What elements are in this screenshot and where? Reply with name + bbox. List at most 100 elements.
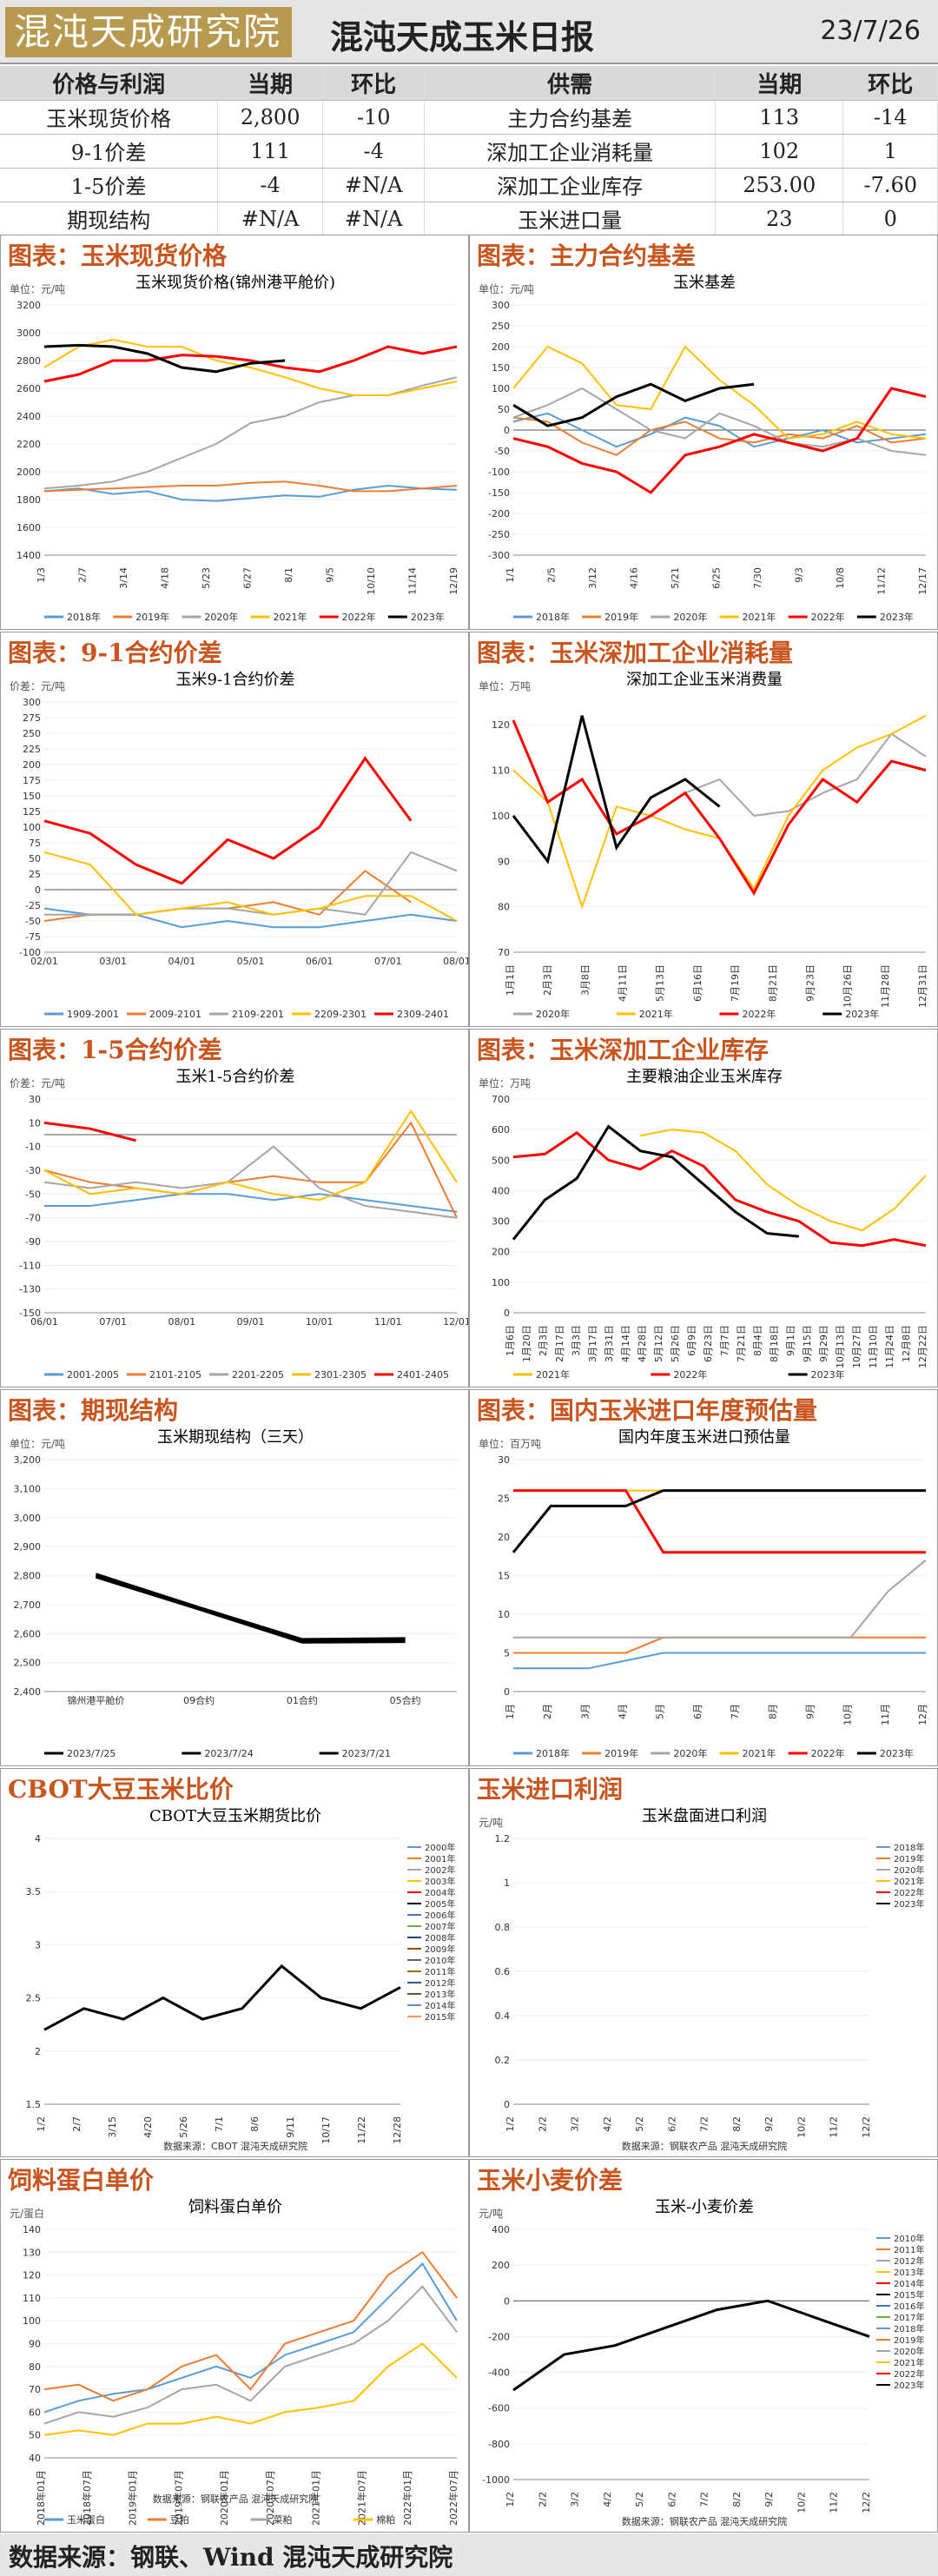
x-tick-label: 4月11日 [618, 964, 629, 1002]
legend-label: 2023年 [411, 611, 445, 623]
y-tick-label: 100 [492, 383, 510, 394]
x-tick-label: 7/30 [752, 567, 763, 589]
table-cell: 玉米进口量 [424, 202, 717, 236]
x-tick-label: 08/01 [168, 1316, 195, 1328]
y-tick-label: 0.8 [495, 1922, 511, 1933]
x-tick-label: 7月21日 [736, 1325, 747, 1362]
y-tick-label: 20 [498, 1532, 510, 1543]
legend-label: 2011年 [894, 2244, 924, 2255]
legend-label: 2003年 [425, 1876, 455, 1887]
chart-section-title: 图表：期现结构 [8, 1396, 179, 1425]
legend-label: 2011年 [425, 1966, 455, 1977]
y-tick-label: -100 [488, 467, 510, 478]
chart-panel: 图表：国内玉米进口年度预估量 国内年度玉米进口预估量 单位：百万吨 0 5 10 15 20 2… [469, 1389, 938, 1766]
chart-panel: 图表：期现结构 玉米期现结构（三天） 单位：元/吨 2,400 2,500 2,600 2,… [0, 1389, 469, 1766]
legend-label: 2022年 [811, 611, 845, 623]
y-tick-label: 140 [23, 2224, 41, 2235]
x-tick-label: 1/2 [505, 2492, 516, 2507]
x-tick-label: 6月 [692, 1704, 704, 1719]
x-tick-label: 2022年07月 [447, 2470, 459, 2526]
x-tick-label: 8月21日 [767, 964, 778, 1002]
chart-title: 主要粮油企业玉米库存 [626, 1068, 783, 1086]
series-line [43, 851, 458, 922]
series-line [512, 1489, 926, 1553]
table-cell: 113 [715, 100, 844, 135]
x-tick-label: 2019年07月 [172, 2470, 184, 2526]
legend-label: 2014年 [894, 2278, 924, 2289]
x-tick-label: 5/2 [634, 2492, 645, 2507]
y-tick-label: -70 [25, 1213, 41, 1224]
table-cell: #N/A [322, 202, 426, 236]
legend-label: 2013年 [894, 2267, 924, 2278]
chart-unit: 单位：元/吨 [479, 282, 534, 295]
x-tick-label: 12/2 [861, 2492, 872, 2513]
series-line [512, 345, 927, 440]
chart-title: 国内年度玉米进口预估量 [618, 1428, 790, 1447]
series-line [512, 387, 927, 494]
x-tick-label: 5/21 [670, 567, 681, 589]
y-tick-label: 1400 [17, 550, 41, 561]
y-tick-label: 2000 [17, 467, 41, 478]
chart-svg: 玉米现货价格(锦州港平舱价) 单位：元/吨 1400 1600 1800 2000 2200… [10, 274, 459, 623]
legend-label: 2021年 [639, 1008, 673, 1020]
legend-label: 2016年 [894, 2301, 924, 2312]
chart-unit: 单位：百万吨 [479, 1437, 541, 1450]
x-tick-label: 4月 [618, 1704, 629, 1719]
y-tick-label: 60 [29, 2407, 41, 2418]
legend-label: 2019年 [894, 2334, 924, 2346]
series-line [512, 416, 927, 456]
y-tick-label: 100 [23, 2315, 41, 2327]
legend-label: 2023年 [894, 1898, 924, 1910]
x-tick-label: 9/3 [794, 567, 805, 583]
legend-label: 2020年 [204, 611, 238, 623]
y-tick-label: 10 [498, 1609, 510, 1620]
y-tick-label: 3000 [17, 328, 41, 339]
y-tick-label: -600 [488, 2403, 510, 2414]
chart-section-title: 图表：主力合约基差 [477, 242, 697, 270]
x-tick-label: 1/2 [505, 2116, 516, 2132]
x-tick-label: 8月4日 [752, 1325, 763, 1356]
chart-panel: 图表：玉米深加工企业库存 主要粮油企业玉米库存 单位：万吨 0 100 200 300 400… [469, 1029, 938, 1387]
legend-label: 2022年 [743, 1008, 776, 1020]
chart-section-title: 玉米进口利润 [477, 1775, 624, 1804]
table-cell: -4 [217, 168, 324, 202]
x-tick-label: 11/12 [876, 567, 888, 595]
x-tick-label: 01合约 [287, 1694, 318, 1706]
y-tick-label: 150 [492, 362, 510, 374]
series-line [43, 2250, 458, 2402]
table-row: 玉米现货价格 2,800 -10 主力合约基差 113 -14 [0, 100, 938, 135]
y-tick-label: 30 [498, 1454, 510, 1466]
legend-label: 2021年 [536, 1368, 570, 1381]
chart-panel: 玉米小麦价差 玉米-小麦价差 元/吨 -1000 -800 -600 -400 -200 0 20… [469, 2159, 938, 2533]
table-row: 9-1价差 111 -4 深加工企业消耗量 102 1 [0, 134, 938, 169]
y-tick-label: 2 [35, 2046, 41, 2057]
legend-label: 2020年 [673, 611, 707, 623]
legend-label: 2019年 [894, 1853, 924, 1864]
table-header-cell: 环比 [842, 66, 938, 101]
chart-panel: 图表：主力合约基差 玉米基差 单位：元/吨 -300 -250 -200 -150 -100 -… [469, 235, 938, 630]
x-tick-label: 07/01 [99, 1316, 127, 1328]
series-line [95, 1575, 406, 1644]
table-cell: 深加工企业消耗量 [424, 134, 717, 169]
y-tick-label: 5 [504, 1648, 510, 1659]
table-cell: 玉米现货价格 [0, 100, 219, 135]
x-tick-label: 11月24日 [884, 1325, 895, 1368]
x-tick-label: 09合约 [183, 1694, 215, 1706]
legend-label: 2020年 [536, 1008, 570, 1020]
x-tick-label: 6月23日 [703, 1325, 714, 1362]
x-tick-label: 1月1日 [505, 964, 516, 996]
x-tick-label: 11月 [880, 1704, 891, 1725]
y-tick-label: 125 [23, 806, 41, 818]
x-tick-label: 10月26日 [842, 964, 854, 1008]
table-cell: 2,800 [217, 100, 324, 135]
y-tick-label: 3,100 [14, 1483, 42, 1494]
y-tick-label: 120 [23, 2270, 41, 2281]
legend-label: 2015年 [425, 2011, 455, 2023]
y-tick-label: 250 [492, 321, 510, 332]
series-line [43, 343, 286, 374]
legend-label: 2013年 [425, 1989, 455, 2000]
x-tick-label: 03/01 [99, 956, 127, 967]
series-line [513, 1489, 926, 1554]
